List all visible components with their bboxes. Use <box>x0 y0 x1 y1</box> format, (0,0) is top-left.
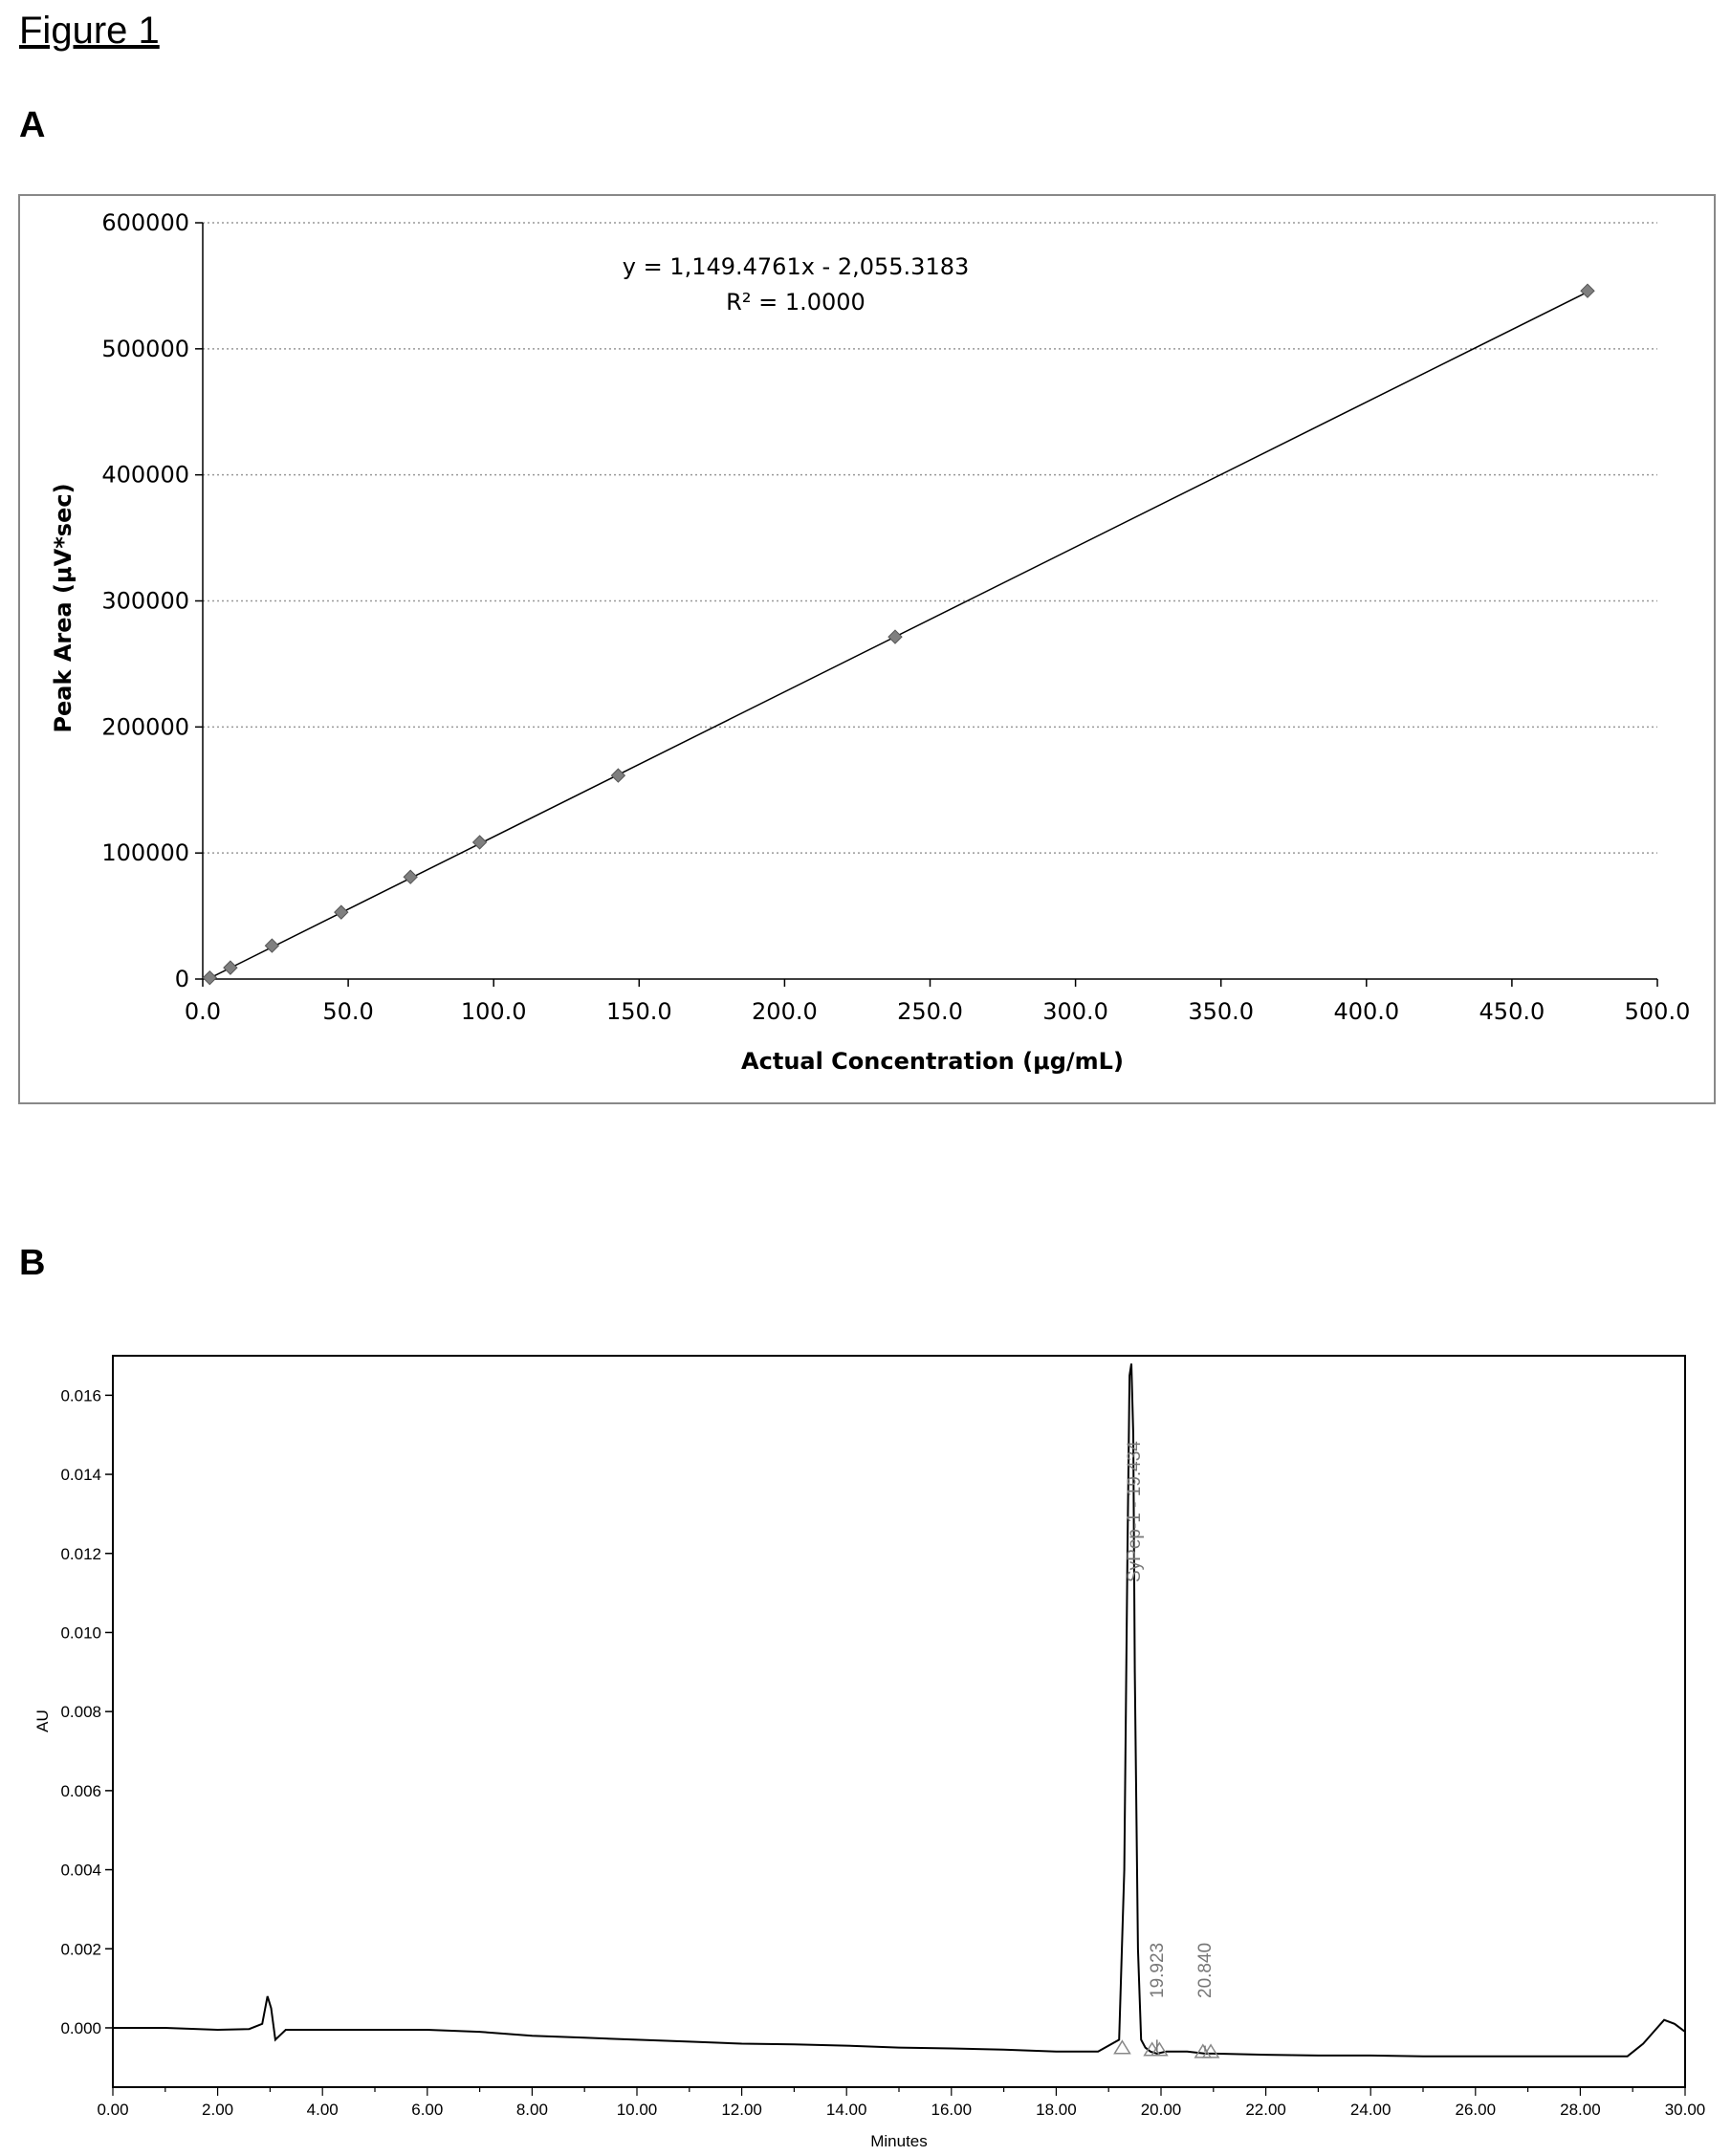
data-point <box>202 969 218 986</box>
x-tick-label: 150.0 <box>606 998 672 1025</box>
x-tick-label: 2.00 <box>202 2101 233 2119</box>
chart-a-x-ticks: 0.0 50.0 100.0 150.0 200.0 250.0 300.0 350.0 400… <box>185 979 1690 1025</box>
data-point <box>887 629 903 644</box>
data-point <box>403 869 418 884</box>
x-tick-label: 20.00 <box>1141 2101 1182 2119</box>
chart-a-y-axis-label: Peak Area (μV*sec) <box>50 483 77 732</box>
y-tick-label: 0.000 <box>60 2019 101 2037</box>
chromatogram-trace <box>113 1363 1686 2058</box>
peak-label-2: 19.923 <box>1148 1943 1168 1998</box>
y-tick-label: 400000 <box>101 462 189 489</box>
data-point <box>223 960 238 975</box>
x-tick-label: 300.0 <box>1042 998 1108 1025</box>
x-tick-label: 12.00 <box>721 2101 762 2119</box>
chart-b-y-ticks: 0.000 0.002 0.004 0.006 0.008 0.010 0.012 0.014… <box>60 1386 113 2037</box>
x-tick-label: 8.00 <box>516 2101 548 2119</box>
y-tick-label: 500000 <box>101 336 189 362</box>
chart-a-grid <box>203 222 1657 854</box>
x-tick-label: 250.0 <box>897 998 963 1025</box>
x-tick-label: 22.00 <box>1245 2101 1286 2119</box>
peak-label-3: 20.840 <box>1195 1943 1216 1998</box>
y-tick-label: 0.010 <box>60 1623 101 1642</box>
x-tick-label: 24.00 <box>1350 2101 1391 2119</box>
data-point <box>334 904 349 920</box>
peak-marker <box>1143 2041 1162 2057</box>
peak-marker <box>1201 2043 1220 2058</box>
figure-title: Figure 1 <box>19 10 160 52</box>
y-tick-label: 0.016 <box>60 1386 101 1405</box>
x-tick-label: 100.0 <box>461 998 527 1025</box>
y-tick-label: 0.004 <box>60 1862 101 1880</box>
x-tick-label: 16.00 <box>931 2101 973 2119</box>
chart-a-y-ticks: 0 100000 200000 300000 400000 500000 600000 <box>101 209 203 992</box>
x-tick-label: 10.00 <box>617 2101 658 2119</box>
x-tick-label: 14.00 <box>826 2101 867 2119</box>
y-tick-label: 0.014 <box>60 1466 101 1484</box>
peak-marker <box>1113 2039 1131 2055</box>
x-tick-label: 50.0 <box>322 998 373 1025</box>
panel-b-label: B <box>19 1243 46 1283</box>
x-tick-label: 0.0 <box>185 998 221 1025</box>
peak-marker <box>1150 2041 1169 2057</box>
y-tick-label: 600000 <box>101 209 189 236</box>
x-tick-label: 200.0 <box>752 998 818 1025</box>
x-tick-label: 500.0 <box>1625 998 1691 1025</box>
peak-label-main: SyPep-1 - 19.434 <box>1125 1441 1145 1582</box>
x-tick-label: 450.0 <box>1479 998 1545 1025</box>
x-tick-label: 4.00 <box>307 2101 339 2119</box>
chart-a-points <box>202 283 1595 986</box>
x-tick-label: 350.0 <box>1188 998 1254 1025</box>
chart-b-x-ticks: 0.00 2.00 4.00 6.00 8.00 10.00 12.00 14.00 16.00… <box>97 2087 1705 2119</box>
y-tick-label: 0.006 <box>60 1782 101 1800</box>
chart-a-frame <box>18 194 1716 1104</box>
peak-markers <box>1113 2039 1220 2058</box>
data-point <box>264 938 280 953</box>
x-tick-label: 6.00 <box>411 2101 443 2119</box>
chart-b-plot-frame <box>112 1355 1686 2088</box>
x-tick-label: 18.00 <box>1036 2101 1077 2119</box>
x-tick-label: 28.00 <box>1560 2101 1601 2119</box>
y-tick-label: 0.012 <box>60 1545 101 1563</box>
x-tick-label: 0.00 <box>97 2101 128 2119</box>
calibration-chart: 0 100000 200000 300000 400000 500000 600000 0.… <box>18 194 1716 1104</box>
y-tick-label: 0 <box>175 966 189 992</box>
y-tick-label: 200000 <box>101 713 189 740</box>
x-tick-label: 30.00 <box>1665 2101 1706 2119</box>
chart-b-y-axis-label: AU <box>33 1710 52 1732</box>
y-tick-label: 0.002 <box>60 1940 101 1958</box>
r-squared-label: R² = 1.0000 <box>726 289 866 316</box>
data-point <box>610 768 626 783</box>
x-tick-label: 400.0 <box>1333 998 1399 1025</box>
x-tick-label: 26.00 <box>1456 2101 1497 2119</box>
data-point <box>1580 283 1595 298</box>
y-tick-label: 100000 <box>101 839 189 866</box>
chart-b-x-axis-label: Minutes <box>870 2132 928 2150</box>
y-tick-label: 300000 <box>101 588 189 615</box>
panel-a-label: A <box>19 105 46 145</box>
data-point <box>471 835 488 850</box>
y-tick-label: 0.008 <box>60 1703 101 1721</box>
peak-marker <box>1194 2043 1213 2058</box>
chart-a-x-axis-label: Actual Concentration (μg/mL) <box>741 1048 1124 1075</box>
equation-label: y = 1,149.4761x - 2,055.3183 <box>623 253 970 280</box>
